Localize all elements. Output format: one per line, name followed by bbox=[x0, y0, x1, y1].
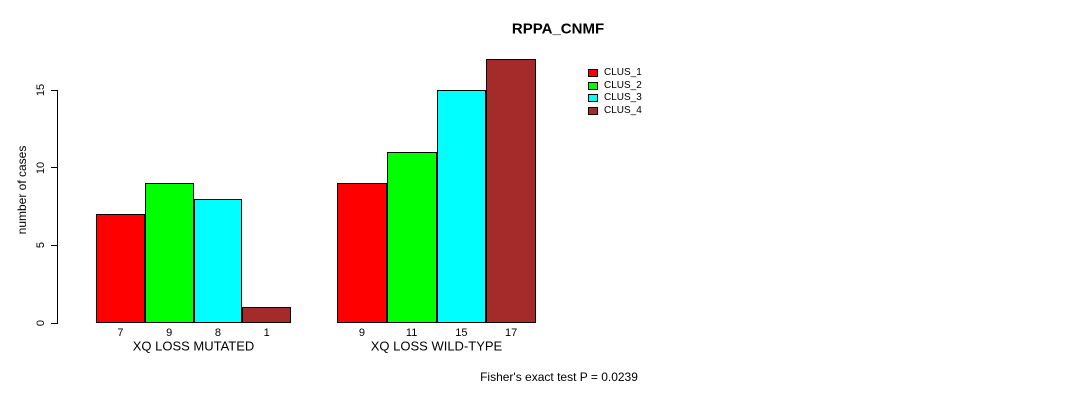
legend-item: CLUS_3 bbox=[588, 92, 642, 105]
bar bbox=[337, 183, 387, 323]
legend-item: CLUS_2 bbox=[588, 80, 642, 93]
y-axis-label: number of cases bbox=[15, 145, 29, 235]
bar bbox=[486, 58, 536, 323]
y-axis-tick-label: 10 bbox=[35, 161, 47, 174]
y-axis-tick-label: 15 bbox=[35, 83, 47, 97]
bar-value-label: 7 bbox=[117, 326, 124, 339]
legend: CLUS_1 CLUS_2 CLUS_3 CLUS_4 bbox=[588, 67, 642, 117]
legend-item: CLUS_1 bbox=[588, 67, 642, 80]
fisher-test-annotation: Fisher's exact test P = 0.0239 bbox=[480, 370, 638, 384]
bar-value-label: 9 bbox=[166, 326, 173, 339]
legend-item: CLUS_4 bbox=[588, 105, 642, 118]
bar bbox=[436, 90, 487, 323]
bar-value-label: 11 bbox=[405, 326, 418, 339]
group-label: XQ LOSS MUTATED bbox=[132, 338, 255, 353]
y-axis-tick bbox=[51, 244, 58, 246]
bar-value-label: 8 bbox=[214, 326, 221, 339]
bar-value-label: 9 bbox=[358, 326, 365, 339]
legend-label: CLUS_2 bbox=[604, 79, 642, 91]
bar bbox=[386, 152, 437, 323]
bar bbox=[96, 214, 145, 323]
chart-title: RPPA_CNMF bbox=[511, 20, 605, 38]
bar-value-label: 17 bbox=[505, 326, 518, 339]
legend-swatch bbox=[588, 94, 598, 103]
legend-swatch bbox=[588, 81, 598, 90]
y-axis-tick-label: 5 bbox=[35, 242, 47, 249]
bar-value-label: 1 bbox=[263, 326, 270, 339]
bar bbox=[242, 307, 291, 323]
y-axis-tick bbox=[51, 322, 58, 324]
y-axis-tick-label: 0 bbox=[35, 319, 47, 327]
legend-label: CLUS_4 bbox=[604, 105, 642, 117]
legend-label: CLUS_3 bbox=[604, 92, 642, 104]
legend-swatch bbox=[588, 107, 598, 116]
bar bbox=[144, 183, 194, 323]
y-axis-line bbox=[57, 90, 58, 323]
bar-value-label: 15 bbox=[455, 326, 468, 339]
y-axis-tick bbox=[51, 167, 58, 169]
legend-swatch bbox=[588, 69, 598, 78]
bar bbox=[193, 198, 243, 323]
y-axis-tick bbox=[51, 89, 58, 91]
legend-label: CLUS_1 bbox=[604, 67, 642, 79]
group-label: XQ LOSS WILD-TYPE bbox=[370, 338, 503, 353]
